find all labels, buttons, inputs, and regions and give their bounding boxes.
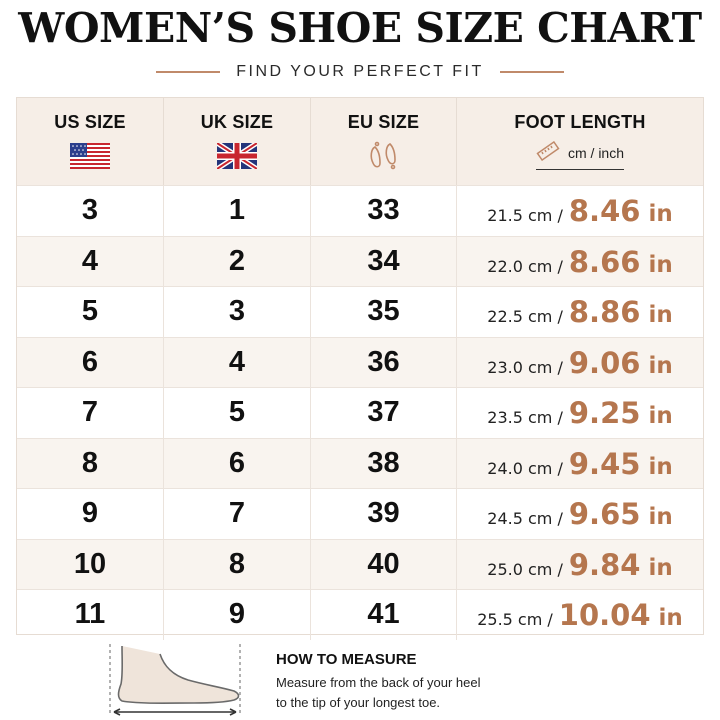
uk-size-cell: 9 (164, 590, 311, 640)
us-size-cell: 9 (17, 489, 164, 539)
right-divider (499, 71, 564, 73)
foot-length-cell: 25.5 cm / 10.04 in (457, 590, 703, 640)
table-row: 10 8 40 25.0 cm /9.84 in (17, 538, 703, 590)
table-row: 8 6 38 24.0 cm /9.45 in (17, 437, 703, 489)
column-label: FOOT LENGTH (514, 112, 646, 132)
table-row: 4 2 34 22.0 cm /8.66 in (17, 235, 703, 287)
us-size-cell: 5 (17, 287, 164, 337)
cm-value: 25.5 cm / (477, 610, 553, 629)
uk-size-cell: 3 (164, 287, 311, 337)
foot-length-cell: 22.5 cm / 8.86 in (457, 287, 703, 337)
uk-size-cell: 1 (164, 186, 311, 236)
inch-unit: in (648, 504, 673, 530)
size-table: US SIZE (16, 97, 704, 640)
foot-length-cell: 23.0 cm /9.06 in (457, 338, 703, 388)
eu-size-cell: 36 (311, 337, 457, 387)
eu-size-cell: 34 (311, 236, 457, 286)
cm-value: 21.5 cm / (487, 206, 563, 225)
inch-unit: in (648, 403, 673, 429)
inch-value: 9.06 (568, 345, 641, 380)
table-row: 3 1 33 21.5 cm / 8.46 in (17, 185, 703, 236)
table-header: US SIZE (17, 98, 703, 185)
column-header-us: US SIZE (17, 98, 164, 185)
unit-label: cm / inch (567, 145, 624, 161)
inch-unit: in (648, 554, 673, 581)
column-label: EU SIZE (347, 112, 420, 132)
uk-flag-icon (217, 142, 257, 170)
us-size-cell: 10 (17, 539, 164, 589)
foot-length-cell: 25.0 cm /9.84 in (457, 540, 703, 590)
eu-size-cell: 33 (311, 186, 457, 236)
how-to-measure-line-1: Measure from the back of your heel (276, 675, 481, 690)
page-title: WOMEN’S SHOE SIZE CHART (18, 4, 702, 52)
uk-size-cell: 4 (164, 337, 311, 387)
page-subtitle: FIND YOUR PERFECT FIT (236, 63, 484, 80)
inch-unit: in (648, 302, 673, 328)
footprints-icon (367, 141, 401, 170)
table-row: 6 4 36 23.0 cm /9.06 in (17, 336, 703, 388)
inch-value: 9.25 (568, 396, 641, 430)
table-body: 3 1 33 21.5 cm /8.46 in 4 2 34 22.0 cm /8.66 in 5 3… (17, 185, 703, 640)
column-header-foot-length: FOOT LENGTH cm / inch (457, 98, 703, 185)
uk-size-cell: 6 (164, 438, 311, 488)
inch-value: 8.86 (568, 295, 641, 329)
us-size-cell: 7 (17, 388, 164, 438)
us-size-cell: 8 (17, 438, 164, 488)
uk-size-cell: 8 (164, 539, 311, 589)
table-row: 9 7 39 24.5 cm / 9.65 in (17, 488, 703, 539)
inch-unit: in (658, 605, 683, 631)
foot-length-cell: 22.0 cm /8.66 in (457, 237, 703, 287)
how-to-measure-line-2: to the tip of your longest toe. (276, 695, 441, 710)
eu-size-cell: 35 (311, 287, 457, 337)
ruler-icon (536, 140, 560, 165)
cm-value: 23.5 cm / (487, 408, 563, 427)
us-flag-icon (70, 142, 110, 170)
uk-size-cell: 5 (164, 388, 311, 438)
inch-unit: in (648, 201, 673, 227)
eu-size-cell: 40 (311, 539, 457, 589)
inch-value: 8.66 (568, 244, 641, 279)
uk-size-cell: 2 (164, 236, 311, 286)
eu-size-cell: 37 (311, 388, 457, 438)
us-size-cell: 11 (17, 590, 164, 640)
inch-value: 9.65 (568, 497, 641, 531)
us-size-cell: 6 (17, 337, 164, 387)
foot-measure-icon (108, 640, 248, 718)
inch-unit: in (648, 453, 673, 480)
table-row: 7 5 37 23.5 cm / 9.25 in (17, 387, 703, 438)
column-label: UK SIZE (200, 112, 274, 132)
foot-length-cell: 23.5 cm / 9.25 in (457, 388, 703, 438)
inch-unit: in (648, 352, 673, 379)
subtitle-row: FIND YOUR PERFECT FIT (0, 60, 720, 84)
eu-size-cell: 39 (311, 489, 457, 539)
column-label: US SIZE (54, 112, 126, 132)
inch-unit: in (648, 251, 673, 278)
inch-value: 10.04 (558, 598, 651, 632)
cm-value: 22.0 cm / (487, 256, 563, 276)
inch-value: 9.45 (568, 446, 641, 481)
uk-size-cell: 7 (164, 489, 311, 539)
foot-length-cell: 24.0 cm /9.45 in (457, 439, 703, 489)
cm-value: 24.5 cm / (487, 509, 563, 528)
unit-row: cm / inch (535, 140, 624, 170)
cm-value: 23.0 cm / (487, 357, 563, 377)
inch-value: 8.46 (568, 194, 641, 228)
inch-value: 9.84 (568, 547, 641, 582)
us-size-cell: 3 (17, 186, 164, 236)
table-row: 5 3 35 22.5 cm / 8.86 in (17, 286, 703, 337)
foot-length-cell: 21.5 cm / 8.46 in (457, 186, 703, 236)
eu-size-cell: 41 (311, 590, 457, 640)
eu-size-cell: 38 (311, 438, 457, 488)
us-size-cell: 4 (17, 236, 164, 286)
cm-value: 24.0 cm / (487, 458, 563, 478)
cm-value: 22.5 cm / (487, 307, 563, 326)
left-divider (156, 71, 221, 73)
how-to-measure-title: HOW TO MEASURE (276, 651, 417, 668)
table-row: 11 9 41 25.5 cm / 10.04 in (17, 589, 703, 640)
cm-value: 25.0 cm / (487, 559, 563, 579)
column-header-uk: UK SIZE (164, 98, 311, 185)
foot-length-cell: 24.5 cm / 9.65 in (457, 489, 703, 539)
column-header-eu: EU SIZE (311, 98, 457, 185)
